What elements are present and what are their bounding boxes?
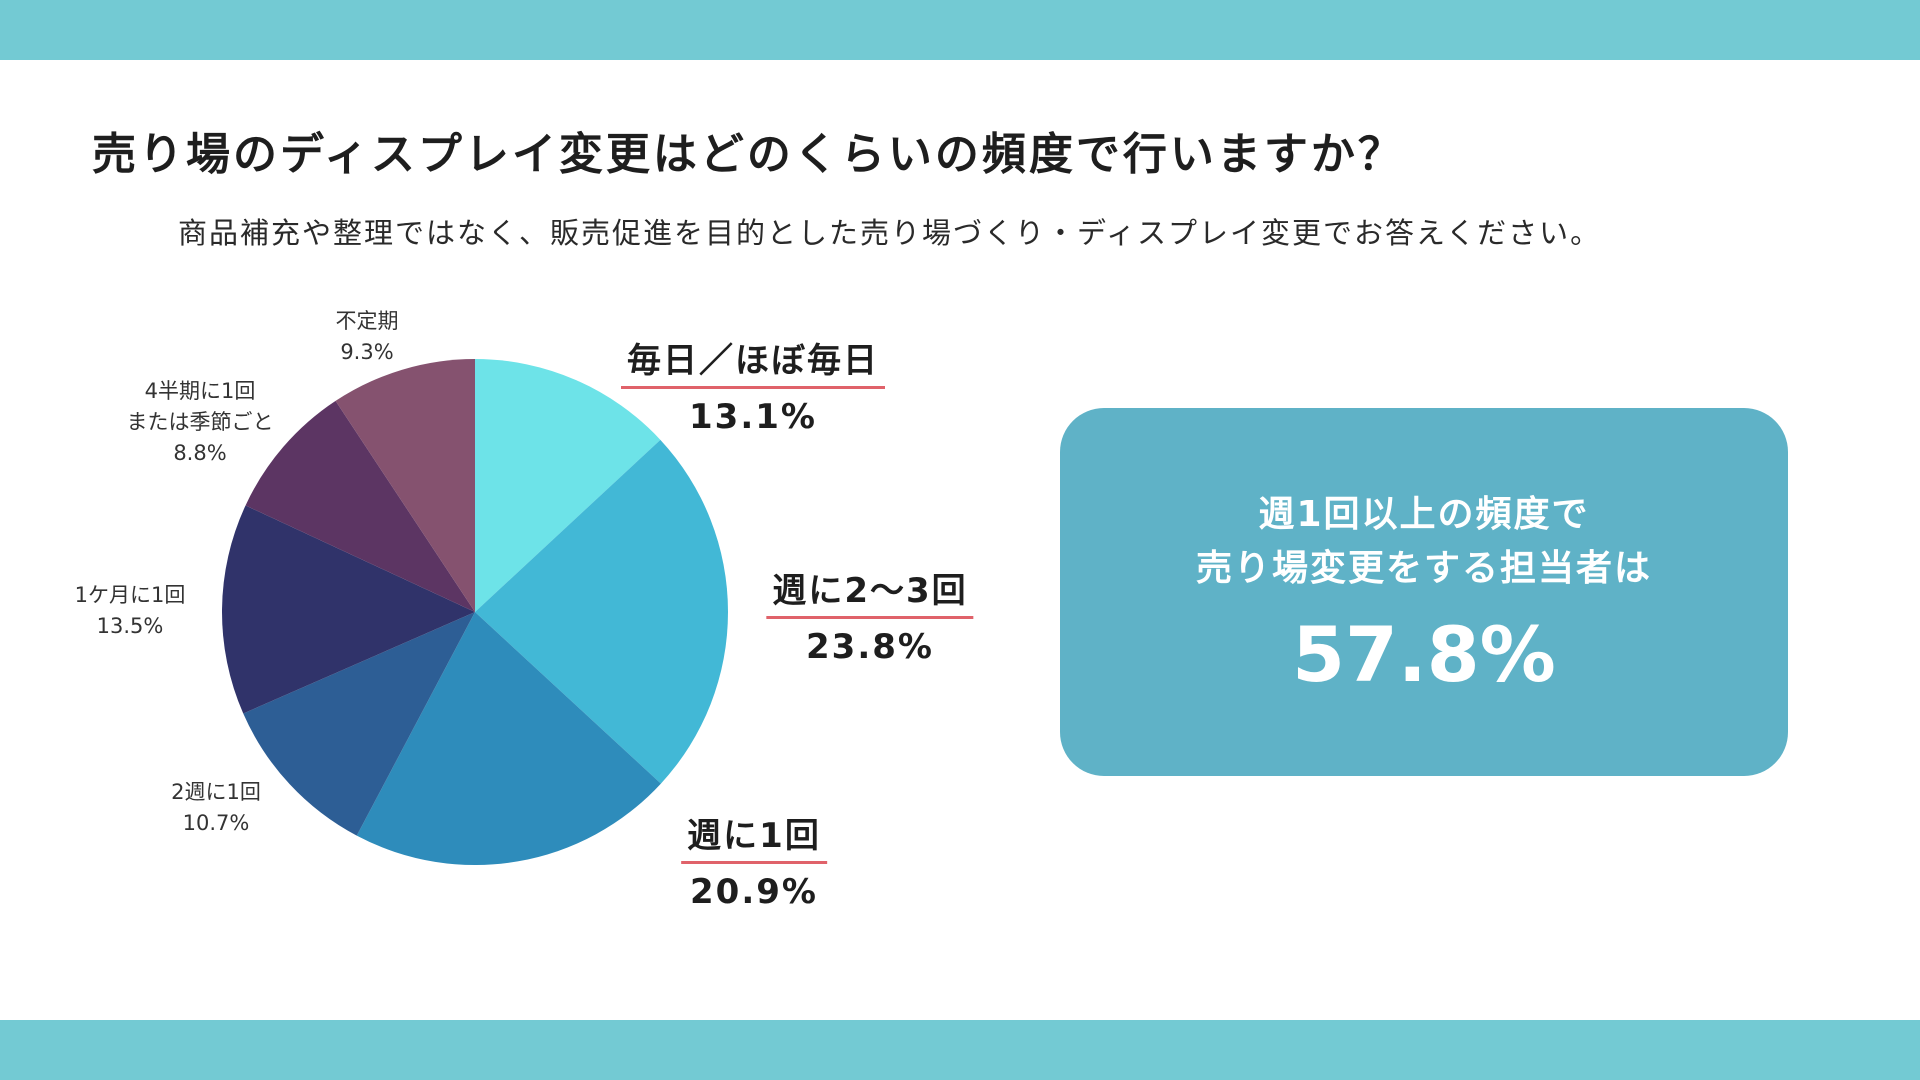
label-daily-name: 毎日／ほぼ毎日: [621, 333, 885, 389]
top-band: [0, 0, 1920, 60]
label-irregular-pct: 9.3%: [340, 340, 394, 364]
label-weekly: 週に1回 20.9%: [681, 808, 827, 912]
slice-quarterly: [245, 400, 475, 612]
chart-subtitle: 商品補充や整理ではなく、販売促進を目的とした売り場づくり・ディスプレイ変更でお答…: [178, 216, 1602, 250]
label-quarterly-pct: 8.8%: [173, 441, 227, 465]
callout-value: 57.8%: [1292, 610, 1556, 699]
label-irregular-name: 不定期: [335, 309, 399, 333]
callout-line-2: 売り場変更をする担当者は: [1195, 548, 1652, 589]
label-biweekly-pct: 10.7%: [182, 811, 250, 835]
label-monthly: 1ケ月に1回 13.5%: [75, 580, 186, 642]
slice-monthly: [221, 505, 475, 714]
label-twice-weekly: 週に2〜3回 23.8%: [766, 563, 974, 667]
slice-irregular: [335, 359, 475, 612]
label-quarterly: 4半期に1回 または季節ごと 8.8%: [127, 376, 274, 469]
callout-line-1: 週1回以上の頻度で: [1258, 494, 1590, 535]
label-twice-weekly-name: 週に2〜3回: [766, 563, 974, 619]
label-twice-weekly-pct: 23.8%: [806, 627, 934, 667]
label-daily: 毎日／ほぼ毎日 13.1%: [621, 333, 885, 437]
bottom-band: [0, 1020, 1920, 1080]
chart-title: 売り場のディスプレイ変更はどのくらいの頻度で行いますか？: [92, 129, 1405, 180]
label-daily-pct: 13.1%: [689, 397, 817, 437]
label-biweekly: 2週に1回 10.7%: [171, 777, 261, 839]
label-weekly-pct: 20.9%: [690, 872, 818, 912]
label-quarterly-name-2: または季節ごと: [126, 410, 274, 434]
label-weekly-name: 週に1回: [681, 808, 827, 864]
label-monthly-name: 1ケ月に1回: [74, 583, 186, 607]
slice-daily: [475, 359, 661, 612]
label-monthly-pct: 13.5%: [96, 614, 164, 638]
summary-callout: 週1回以上の頻度で 売り場変更をする担当者は 57.8%: [1060, 408, 1788, 776]
label-quarterly-name-1: 4半期に1回: [144, 379, 256, 403]
slice-biweekly: [243, 612, 475, 836]
slice-twice-weekly: [475, 439, 729, 784]
label-biweekly-name: 2週に1回: [171, 780, 261, 804]
label-irregular: 不定期 9.3%: [336, 306, 399, 368]
slice-weekly: [356, 612, 661, 866]
